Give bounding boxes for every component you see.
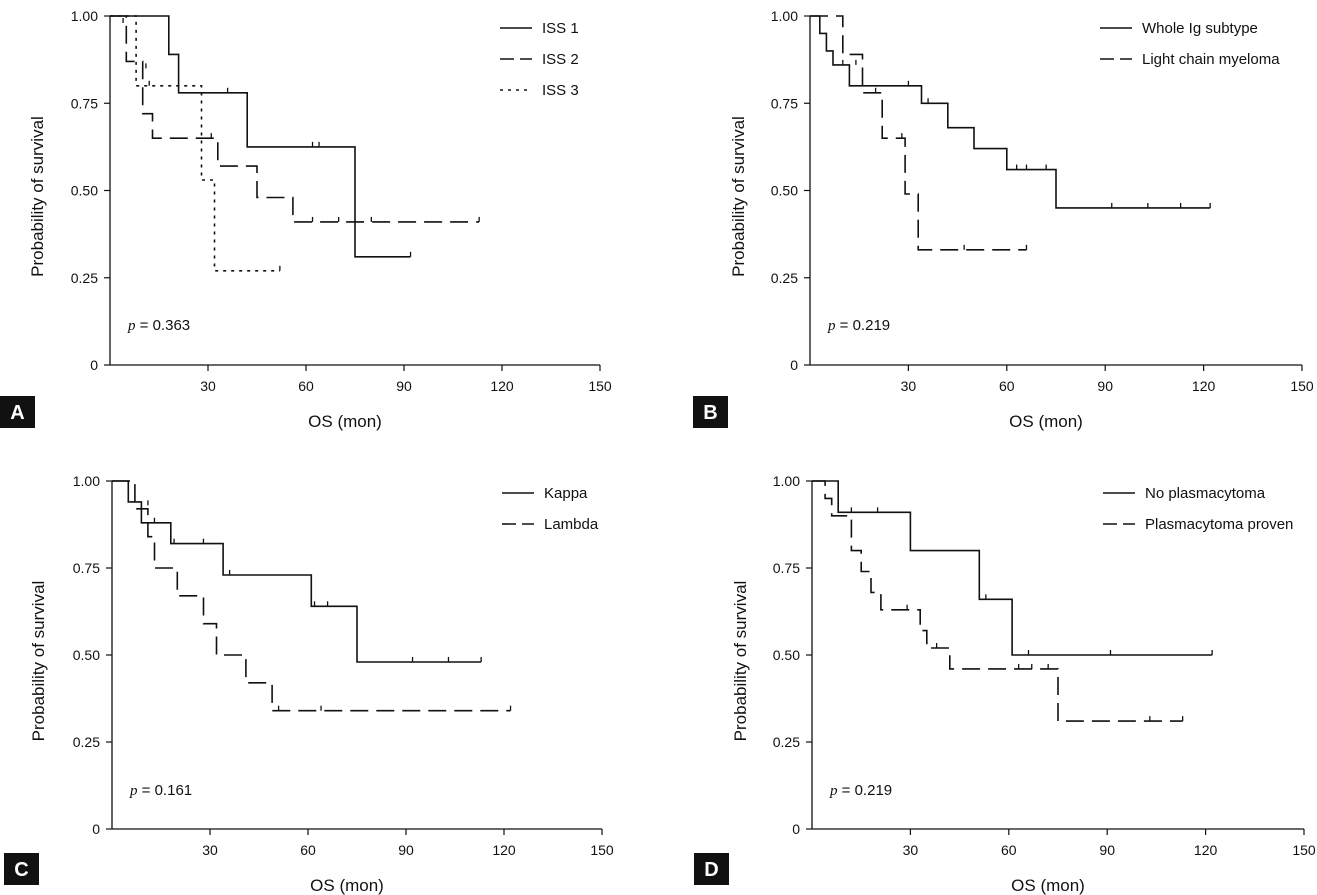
y-tick-label: 0.50	[773, 647, 800, 663]
p-value-text: p = 0.219	[829, 782, 892, 799]
x-tick-label: 30	[200, 378, 216, 394]
y-axis-title: Probability of survival	[28, 116, 47, 277]
p-symbol: p	[129, 783, 138, 799]
y-tick-label: 0.25	[73, 734, 100, 750]
x-tick-label: 150	[588, 378, 612, 394]
legend-label: Plasmacytoma proven	[1145, 516, 1293, 533]
p-symbol: p	[829, 783, 838, 799]
series-line-2	[110, 15, 480, 223]
y-tick-label: 1.00	[71, 8, 98, 24]
panel-label-box	[4, 853, 39, 885]
p-value-text: p = 0.363	[127, 317, 190, 334]
panel-label: C	[14, 859, 28, 881]
series-line-2	[812, 480, 1183, 722]
x-axis-title: OS (mon)	[1009, 412, 1083, 431]
panel-label-box	[694, 853, 729, 885]
legend-label: No plasmacytoma	[1145, 485, 1266, 502]
legend-label: ISS 1	[542, 20, 579, 37]
panel-c: 0 0.25 0.50 0.75 1.00 30 60 90 120 150 OS (mon) Pro…	[4, 473, 614, 895]
p-value: = 0.219	[836, 317, 891, 334]
panel-b: 0 0.25 0.50 0.75 1.00 30 60 90 120 150 OS (mon) Pro…	[693, 8, 1314, 431]
x-tick-label: 120	[490, 378, 514, 394]
y-tick-label: 0.75	[73, 560, 100, 576]
y-tick-label: 0.25	[771, 270, 798, 286]
x-tick-label: 30	[903, 842, 919, 858]
y-tick-label: 1.00	[73, 473, 100, 489]
y-tick-label: 0	[790, 357, 798, 373]
legend-label: Lambda	[544, 516, 599, 533]
p-value: = 0.219	[838, 782, 893, 799]
x-tick-label: 90	[1099, 842, 1115, 858]
panel-label-box	[0, 396, 35, 428]
panel-label: B	[703, 402, 717, 424]
y-tick-label: 1.00	[771, 8, 798, 24]
p-value-text: p = 0.161	[129, 782, 192, 799]
panel-label-box	[693, 396, 728, 428]
panel-d: 0 0.25 0.50 0.75 1.00 30 60 90 120 150 OS (mon) Pro…	[694, 473, 1316, 895]
y-tick-label: 0	[792, 821, 800, 837]
p-value: = 0.363	[136, 317, 191, 334]
p-value: = 0.161	[138, 782, 193, 799]
panel-a: 0 0.25 0.50 0.75 1.00 30 60 90 120 150 OS (mon) Pro…	[0, 8, 612, 431]
x-tick-label: 120	[1194, 842, 1218, 858]
series-line-3	[110, 15, 280, 272]
y-axis-title: Probability of survival	[29, 581, 48, 742]
x-axis-title: OS (mon)	[308, 412, 382, 431]
legend-label: Light chain myeloma	[1142, 51, 1280, 68]
x-tick-label: 150	[590, 842, 614, 858]
y-tick-label: 0	[92, 821, 100, 837]
x-tick-label: 90	[396, 378, 412, 394]
y-tick-label: 0.50	[73, 647, 100, 663]
y-tick-label: 1.00	[773, 473, 800, 489]
y-axis-title: Probability of survival	[731, 581, 750, 742]
x-tick-label: 150	[1290, 378, 1314, 394]
panel-label: D	[704, 859, 718, 881]
p-symbol: p	[827, 318, 836, 334]
x-tick-label: 60	[300, 842, 316, 858]
y-tick-label: 0.75	[771, 95, 798, 111]
x-tick-label: 120	[1192, 378, 1216, 394]
x-tick-label: 90	[1097, 378, 1113, 394]
x-tick-label: 60	[999, 378, 1015, 394]
y-tick-label: 0	[90, 357, 98, 373]
p-symbol: p	[127, 318, 136, 334]
x-tick-label: 30	[901, 378, 917, 394]
x-tick-label: 60	[1001, 842, 1017, 858]
legend-label: ISS 3	[542, 82, 579, 99]
x-axis-title: OS (mon)	[310, 876, 384, 895]
y-tick-label: 0.75	[773, 560, 800, 576]
y-tick-label: 0.25	[71, 270, 98, 286]
y-tick-label: 0.50	[771, 183, 798, 199]
series-line-1	[812, 480, 1213, 656]
x-tick-label: 150	[1292, 842, 1316, 858]
x-tick-label: 90	[398, 842, 414, 858]
series-line-1	[110, 15, 411, 258]
p-value-text: p = 0.219	[827, 317, 890, 334]
series-line-1	[112, 480, 482, 663]
x-tick-label: 60	[298, 378, 314, 394]
y-tick-label: 0.50	[71, 183, 98, 199]
panel-label: A	[10, 402, 24, 424]
legend-label: Whole Ig subtype	[1142, 20, 1258, 37]
x-tick-label: 30	[202, 842, 218, 858]
x-axis-title: OS (mon)	[1011, 876, 1085, 895]
series-line-1	[810, 15, 1211, 209]
x-tick-label: 120	[492, 842, 516, 858]
y-tick-label: 0.25	[773, 734, 800, 750]
legend-label: Kappa	[544, 485, 588, 502]
y-axis-title: Probability of survival	[729, 116, 748, 277]
series-line-2	[810, 15, 1027, 251]
y-tick-label: 0.75	[71, 95, 98, 111]
legend-label: ISS 2	[542, 51, 579, 68]
series-line-2	[112, 480, 511, 712]
